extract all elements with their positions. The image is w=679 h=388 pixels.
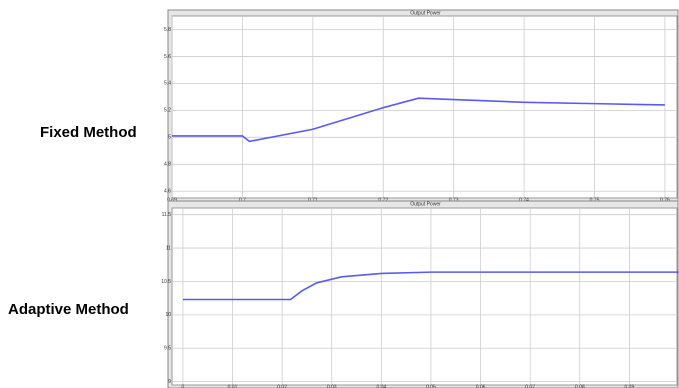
y-tick-label: 5.8 bbox=[164, 27, 171, 33]
x-tick-label: 0.71 bbox=[308, 197, 318, 203]
x-tick-label: 0.07 bbox=[525, 384, 535, 388]
data-line bbox=[182, 271, 679, 301]
y-tick-label: 4.6 bbox=[164, 189, 171, 195]
method-label: Adaptive Method bbox=[8, 301, 129, 318]
y-tick-label: 9.5 bbox=[164, 346, 171, 352]
x-tick-label: 0.7 bbox=[239, 197, 246, 203]
y-tick-label: 5.4 bbox=[164, 81, 171, 87]
y-tick-label: 11.5 bbox=[162, 212, 172, 218]
x-tick-label: 0 bbox=[182, 384, 185, 388]
method-label: Fixed Method bbox=[40, 124, 137, 141]
y-tick-label: 5 bbox=[168, 135, 171, 141]
x-tick-label: 0.02 bbox=[277, 384, 287, 388]
x-tick-label: 0.08 bbox=[575, 384, 585, 388]
y-tick-label: 5.6 bbox=[164, 54, 171, 60]
x-tick-label: 0.74 bbox=[519, 197, 529, 203]
x-tick-label: 0.06 bbox=[476, 384, 486, 388]
y-tick-label: 4.8 bbox=[164, 162, 171, 168]
y-tick-label: 10 bbox=[165, 312, 171, 318]
x-tick-label: 0.04 bbox=[376, 384, 386, 388]
x-tick-label: 0.05 bbox=[426, 384, 436, 388]
data-line bbox=[172, 97, 665, 143]
x-tick-label: 0.01 bbox=[228, 384, 238, 388]
x-tick-label: 0.09 bbox=[625, 384, 635, 388]
plot-area bbox=[171, 207, 678, 386]
plot-title: Output Power bbox=[410, 201, 441, 207]
y-tick-label: 11 bbox=[166, 245, 171, 251]
y-tick-label: 9 bbox=[168, 379, 171, 385]
plot-area bbox=[171, 15, 678, 199]
x-tick-label: 0.76 bbox=[660, 197, 670, 203]
x-tick-label: 0.75 bbox=[590, 197, 600, 203]
y-tick-label: 5.2 bbox=[164, 108, 171, 114]
x-tick-label: 0.73 bbox=[449, 197, 459, 203]
x-tick-label: 0.03 bbox=[327, 384, 337, 388]
plot-title: Output Power bbox=[410, 10, 441, 16]
y-tick-label: 10.5 bbox=[161, 279, 171, 285]
x-tick-label: 0.69 bbox=[167, 197, 177, 203]
x-tick-label: 0.72 bbox=[378, 197, 388, 203]
